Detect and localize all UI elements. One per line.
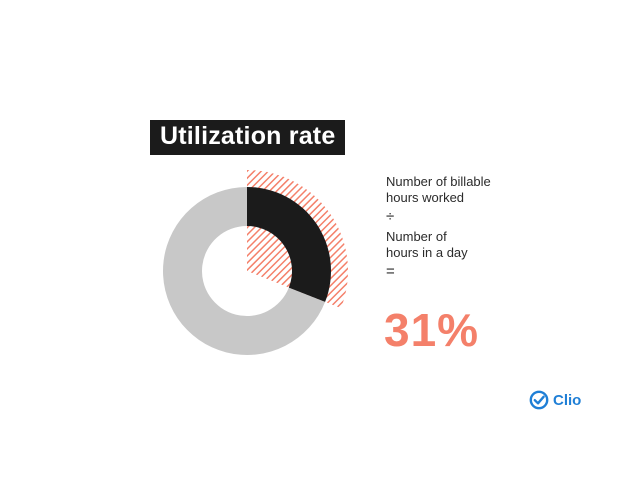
- chart-title: Utilization rate: [150, 120, 346, 155]
- formula-numerator: Number of billable hours worked: [386, 174, 491, 205]
- donut-slice-billable: [247, 187, 331, 302]
- checkmark-circle-icon: [529, 390, 549, 410]
- donut-slice-remaining: [163, 187, 326, 356]
- formula-denominator: Number of hours in a day: [386, 229, 468, 260]
- clio-logo-text: Clio: [553, 391, 582, 409]
- utilization-result: 31%: [384, 304, 480, 356]
- equals-symbol: =: [386, 263, 395, 280]
- formula: Number of billable hours worked ÷ Number…: [386, 174, 566, 284]
- clio-logo: Clio: [529, 390, 581, 410]
- divide-symbol: ÷: [386, 208, 395, 225]
